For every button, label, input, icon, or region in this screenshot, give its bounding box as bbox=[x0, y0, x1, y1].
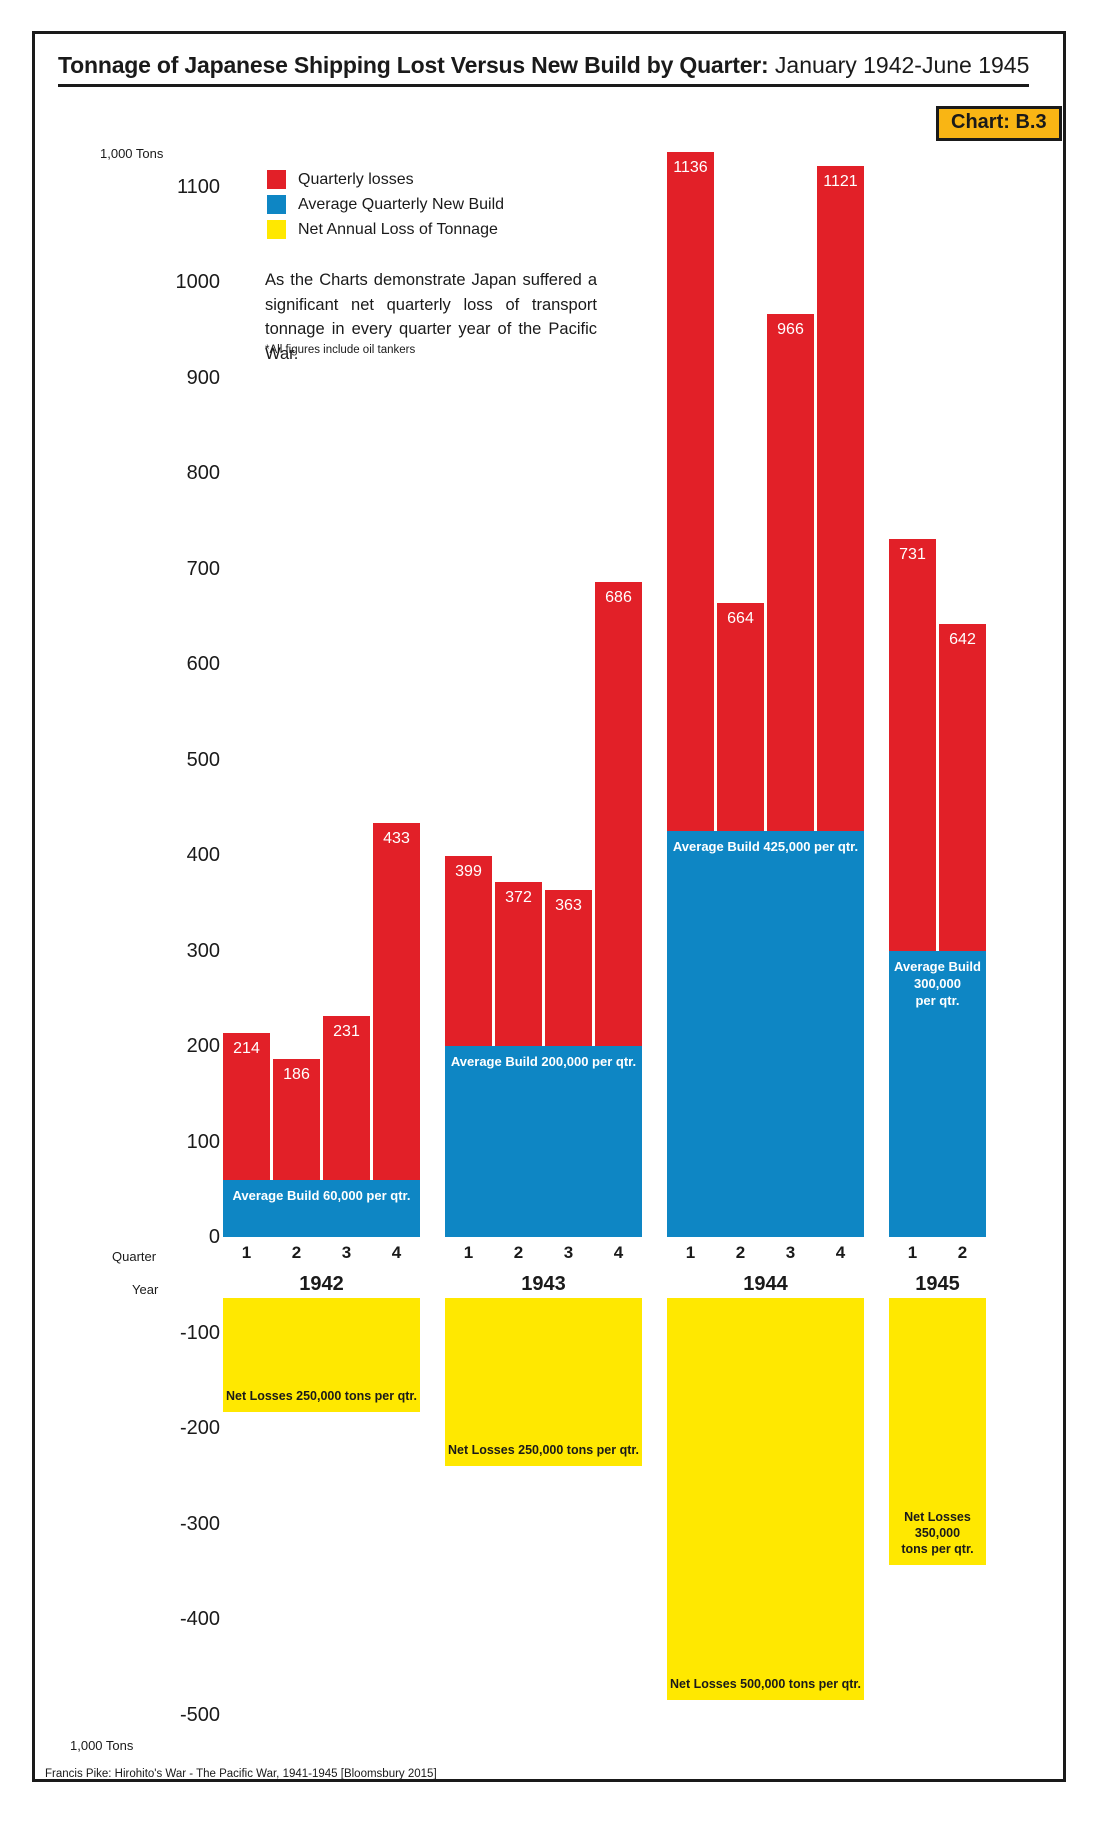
loss-bar-value: 1136 bbox=[673, 159, 708, 177]
quarter-tick-label: 2 bbox=[513, 1243, 524, 1262]
build-bar-label: Average Build 200,000 per qtr. bbox=[450, 1054, 637, 1069]
build-bar-label: Average Build 300,000 per qtr. bbox=[894, 958, 981, 1008]
commentary-text: As the Charts demonstrate Japan suffered… bbox=[265, 271, 597, 363]
net-loss-bar-1942: Net Losses 250,000 tons per qtr. bbox=[223, 1298, 420, 1412]
loss-bar-value: 1121 bbox=[823, 173, 858, 191]
net-loss-bar-1945: Net Losses 350,000 tons per qtr. bbox=[889, 1298, 986, 1565]
build-bar-1945: Average Build 300,000 per qtr. bbox=[889, 950, 986, 1237]
net-loss-bar-label: Net Losses 350,000 tons per qtr. bbox=[901, 1509, 974, 1556]
year-label-1945: 1945 bbox=[915, 1273, 960, 1295]
legend-item-net-annual-loss: Net Annual Loss of Tonnage bbox=[267, 220, 504, 239]
legend-swatch-yellow bbox=[267, 220, 286, 239]
loss-bar-1942-q4: 433 bbox=[373, 823, 420, 1237]
quarter-row-label: Quarter bbox=[112, 1249, 157, 1264]
net-loss-bar-1944: Net Losses 500,000 tons per qtr. bbox=[667, 1298, 864, 1701]
y-axis-tick-label: 300 bbox=[186, 939, 220, 962]
quarter-tick-label: 1 bbox=[685, 1243, 696, 1262]
y-axis-tick-label: 700 bbox=[186, 557, 220, 580]
loss-bar-value: 642 bbox=[949, 630, 976, 648]
y-axis-tick-label: -100 bbox=[179, 1321, 220, 1344]
quarter-tick-label: 1 bbox=[907, 1243, 918, 1262]
source-citation: Francis Pike: Hirohito's War - The Pacif… bbox=[45, 1768, 437, 1780]
y-axis-tick-label: 900 bbox=[186, 366, 220, 389]
quarter-tick-label: 3 bbox=[785, 1243, 796, 1262]
year-label-1944: 1944 bbox=[743, 1273, 788, 1295]
y-axis-unit-top: 1,000 Tons bbox=[100, 146, 164, 161]
quarter-tick-label: 2 bbox=[957, 1243, 968, 1262]
y-axis-tick-label: 1100 bbox=[176, 175, 220, 198]
quarter-tick-label: 4 bbox=[835, 1243, 846, 1262]
net-loss-bar-label: Net Losses 250,000 tons per qtr. bbox=[447, 1443, 640, 1458]
year-row-label: Year bbox=[132, 1282, 159, 1297]
net-loss-bar-1943: Net Losses 250,000 tons per qtr. bbox=[445, 1298, 642, 1467]
loss-bar-value: 686 bbox=[605, 588, 632, 606]
y-axis-tick-label: 0 bbox=[208, 1226, 220, 1248]
page-title-suffix: January 1942-June 1945 bbox=[768, 52, 1030, 78]
y-axis-tick-label: 800 bbox=[186, 462, 220, 484]
legend-label: Net Annual Loss of Tonnage bbox=[298, 220, 498, 238]
quarter-tick-label: 3 bbox=[563, 1243, 574, 1262]
loss-bar-value: 231 bbox=[333, 1023, 360, 1041]
build-bar-label: Average Build 60,000 per qtr. bbox=[232, 1187, 411, 1203]
loss-bar-value: 966 bbox=[777, 321, 804, 339]
build-bar-label: Average Build 425,000 per qtr. bbox=[672, 839, 859, 855]
quarter-tick-label: 3 bbox=[341, 1243, 352, 1262]
loss-bar-value: 372 bbox=[505, 888, 532, 906]
loss-bar-value: 186 bbox=[283, 1066, 310, 1084]
y-axis-tick-label: -300 bbox=[179, 1512, 220, 1535]
quarter-tick-label: 1 bbox=[463, 1243, 474, 1262]
loss-bar-value: 664 bbox=[727, 609, 754, 627]
quarter-tick-label: 2 bbox=[735, 1243, 746, 1262]
y-axis-tick-label: -200 bbox=[179, 1417, 220, 1439]
y-axis-unit-bottom: 1,000 Tons bbox=[70, 1738, 134, 1753]
chart-number-badge: Chart: B.3 bbox=[936, 106, 1062, 141]
year-label-1943: 1943 bbox=[521, 1273, 566, 1295]
legend-swatch-blue bbox=[267, 195, 286, 214]
loss-bar-value: 731 bbox=[899, 545, 926, 563]
legend-swatch-red bbox=[267, 170, 286, 189]
legend-item-average-new-build: Average Quarterly New Build bbox=[267, 195, 504, 214]
loss-bar-value: 363 bbox=[555, 897, 582, 915]
build-bar-1944: Average Build 425,000 per qtr. bbox=[667, 831, 864, 1237]
quarter-tick-label: 4 bbox=[391, 1243, 402, 1262]
loss-bar-value: 433 bbox=[383, 830, 410, 848]
legend: Quarterly losses Average Quarterly New B… bbox=[267, 170, 504, 245]
quarter-tick-label: 4 bbox=[613, 1243, 624, 1262]
net-loss-bar-label: Net Losses 500,000 tons per qtr. bbox=[669, 1677, 862, 1692]
footnote-text: *All figures include oil tankers bbox=[265, 344, 416, 356]
quarter-tick-label: 1 bbox=[241, 1243, 252, 1262]
loss-bar-value: 214 bbox=[233, 1039, 260, 1057]
legend-label: Average Quarterly New Build bbox=[298, 195, 505, 213]
build-bar-1942: Average Build 60,000 per qtr. bbox=[223, 1179, 420, 1237]
build-bar-1943: Average Build 200,000 per qtr. bbox=[445, 1046, 642, 1237]
legend-item-quarterly-losses: Quarterly losses bbox=[267, 170, 504, 189]
page-title: Tonnage of Japanese Shipping Lost Versus… bbox=[58, 50, 1030, 87]
y-axis-tick-label: -400 bbox=[179, 1608, 220, 1630]
y-axis-tick-label: 500 bbox=[186, 748, 220, 771]
y-axis-tick-label: 1000 bbox=[175, 271, 221, 293]
y-axis-tick-label: 100 bbox=[186, 1130, 220, 1153]
net-loss-bar-label: Net Losses 250,000 tons per qtr. bbox=[225, 1388, 418, 1403]
year-label-1942: 1942 bbox=[299, 1273, 344, 1295]
y-axis-tick-label: 600 bbox=[186, 653, 220, 675]
chart-frame-border bbox=[32, 31, 1066, 1782]
y-axis-tick-label: -500 bbox=[179, 1703, 220, 1726]
y-axis-tick-label: 200 bbox=[186, 1035, 220, 1057]
quarter-tick-label: 2 bbox=[291, 1243, 302, 1262]
y-axis-tick-label: 400 bbox=[186, 844, 220, 866]
legend-label: Quarterly losses bbox=[298, 170, 414, 188]
loss-bar-value: 399 bbox=[455, 862, 482, 880]
page-title-main: Tonnage of Japanese Shipping Lost Versus… bbox=[58, 52, 769, 78]
